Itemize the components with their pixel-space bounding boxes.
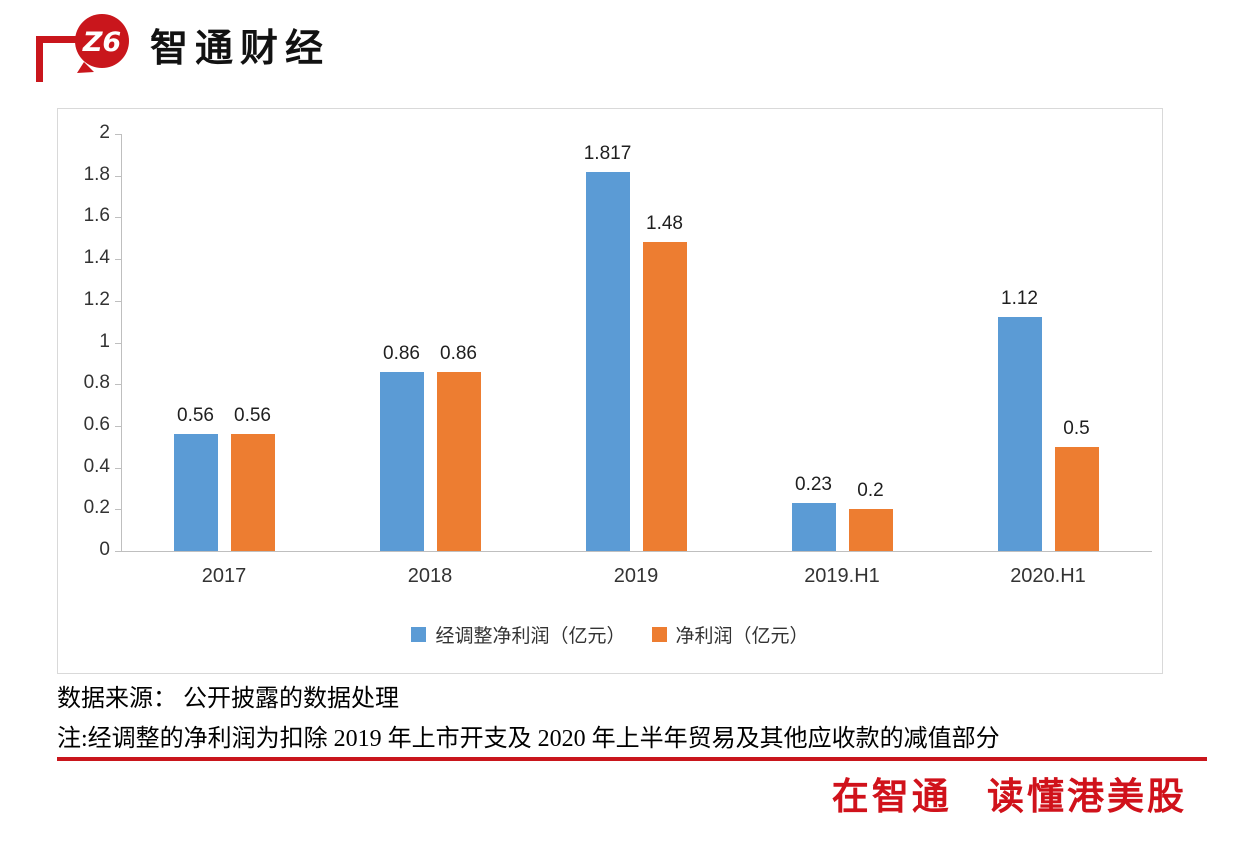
bar-value-label: 0.56 (177, 405, 214, 426)
brand-wordmark: 智通财经 (150, 27, 331, 70)
y-axis-tick-label: 2 (99, 122, 110, 143)
bar-adjusted-net-profit (379, 372, 424, 551)
y-axis-tick-label: 1.2 (83, 288, 110, 310)
legend-label-adjusted-net-profit: 经调整净利润（亿元） (435, 626, 626, 647)
bar-value-label: 0.86 (440, 343, 477, 364)
y-axis-tick-mark (115, 300, 121, 302)
y-axis-tick-mark (115, 551, 121, 552)
bar-value-label: 0.23 (795, 474, 832, 495)
bar-adjusted-net-profit (585, 172, 630, 551)
bar-value-label: 1.48 (646, 213, 683, 234)
adjustment-note: 注:经调整的净利润为扣除 2019 年上市开支及 2020 年上半年贸易及其他应… (57, 726, 1000, 752)
bar-net-profit (1054, 447, 1099, 551)
bottom-red-line (57, 757, 1207, 761)
bar-value-label: 0.56 (234, 405, 271, 426)
data-source-note: 数据来源： 公开披露的数据处理 (57, 686, 399, 712)
legend-item-adjusted-net-profit: 经调整净利润（亿元） (411, 621, 626, 648)
y-axis-tick-mark (115, 217, 121, 219)
bar-value-label: 0.2 (857, 480, 884, 501)
y-axis-tick-label: 0.4 (83, 455, 110, 477)
y-axis-tick-mark (115, 342, 121, 344)
bar-net-profit (848, 509, 893, 551)
bar-net-profit (642, 242, 687, 551)
zhitong-logo-icon: Z6 (75, 14, 129, 73)
legend-label-net-profit: 净利润（亿元） (675, 626, 809, 647)
bar-net-profit (230, 434, 275, 551)
brand-slogan: 在智通 读懂港美股 (831, 776, 1187, 817)
y-axis-tick-mark (115, 259, 121, 261)
y-axis-tick-mark (115, 425, 121, 427)
bar-value-label: 1.817 (583, 143, 632, 164)
y-axis-tick-label: 1 (99, 330, 110, 352)
y-axis-tick-label: 1.6 (83, 205, 110, 227)
bar-adjusted-net-profit (997, 317, 1042, 551)
y-axis-tick-mark (115, 467, 121, 469)
y-axis-tick-label: 0.8 (83, 372, 110, 394)
x-axis-category-label: 2018 (407, 565, 453, 587)
chart-legend: 经调整净利润（亿元） 净利润（亿元） (58, 621, 1162, 648)
logo-monogram: Z6 (82, 27, 121, 58)
y-axis-tick-mark (115, 384, 121, 386)
y-axis-line (121, 134, 122, 551)
bar-value-label: 0.86 (383, 343, 420, 364)
bar-adjusted-net-profit (791, 503, 836, 551)
brand-header: Z6 智通财经 (72, 12, 330, 76)
bar-net-profit (436, 372, 481, 551)
legend-item-net-profit: 净利润（亿元） (651, 621, 809, 648)
y-axis-tick-label: 1.8 (83, 163, 110, 185)
x-axis-category-label: 2019.H1 (804, 565, 880, 587)
legend-swatch-adjusted-net-profit (411, 627, 427, 642)
y-axis-tick-mark (115, 175, 121, 177)
x-axis-category-label: 2017 (201, 565, 247, 587)
y-axis-tick-label: 0.6 (83, 413, 110, 435)
top-left-corner-bracket (36, 36, 78, 82)
profit-bar-chart: 经调整净利润（亿元） 净利润（亿元） 2 1.8 1.6 1.4 1.2 1 0.8 0.6 0… (57, 108, 1163, 674)
bar-value-label: 1.12 (1001, 288, 1038, 309)
legend-swatch-net-profit (651, 627, 667, 642)
y-axis-tick-mark (115, 509, 121, 511)
x-axis-category-label: 2020.H1 (1010, 565, 1086, 587)
bar-adjusted-net-profit (173, 434, 218, 551)
y-axis-tick-label: 0 (99, 539, 110, 560)
y-axis-tick-label: 0.2 (83, 497, 110, 519)
x-axis-category-label: 2019 (613, 565, 659, 587)
bar-value-label: 0.5 (1063, 418, 1090, 439)
y-axis-tick-label: 1.4 (83, 247, 110, 269)
y-axis-tick-mark (115, 134, 121, 135)
x-axis-line (121, 551, 1152, 552)
